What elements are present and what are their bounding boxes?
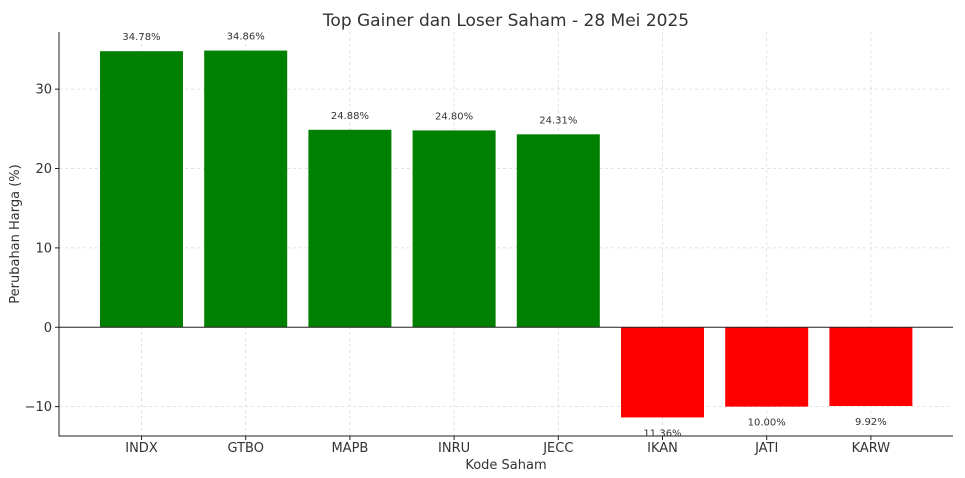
bar-karw [829, 327, 913, 406]
x-tick-label: KARW [852, 441, 891, 456]
bar-jecc [516, 134, 600, 328]
y-tick-label: 30 [35, 83, 52, 98]
x-tick-label: MAPB [331, 441, 368, 456]
x-tick-label: INDX [125, 441, 158, 456]
bars [100, 50, 913, 418]
bar-mapb [308, 129, 392, 328]
y-tick-label: 0 [44, 321, 52, 336]
data-label: 34.86% [227, 32, 265, 43]
data-label: 24.88% [331, 111, 369, 122]
chart-title: Top Gainer dan Loser Saham - 28 Mei 2025 [322, 11, 689, 31]
data-label: 34.78% [122, 32, 160, 43]
data-label: 9.92% [855, 417, 887, 428]
x-tick-label: JATI [754, 441, 778, 456]
data-labels: 34.78% 34.86% 24.88% 24.80% 24.31% 11.36% 10.0… [122, 32, 886, 440]
gridlines [59, 32, 953, 436]
data-label: 10.00% [748, 418, 786, 429]
bar-indx [100, 51, 183, 328]
y-tick-label: 10 [35, 241, 52, 256]
x-tick-label: JECC [542, 441, 573, 456]
y-axis-label: Perubahan Harga (%) [8, 164, 23, 303]
axes-frame [58, 32, 953, 437]
data-label: 24.31% [539, 115, 577, 126]
x-tick-label: GTBO [227, 441, 263, 456]
x-tick-label: INRU [438, 441, 470, 456]
y-tick-label: −10 [25, 400, 52, 415]
y-tick-label: 20 [35, 162, 52, 177]
y-axis: −10 0 10 20 30 [25, 83, 59, 415]
data-label: 11.36% [643, 428, 681, 439]
bar-ikan [621, 327, 704, 418]
x-axis-label: Kode Saham [465, 458, 546, 473]
bar-gtbo [204, 50, 288, 328]
bar-inru [412, 130, 496, 328]
data-label: 24.80% [435, 111, 473, 122]
bar-jati [725, 327, 809, 407]
x-tick-label: IKAN [647, 441, 678, 456]
x-axis: INDX GTBO MAPB INRU JECC IKAN JATI KARW [125, 436, 890, 456]
